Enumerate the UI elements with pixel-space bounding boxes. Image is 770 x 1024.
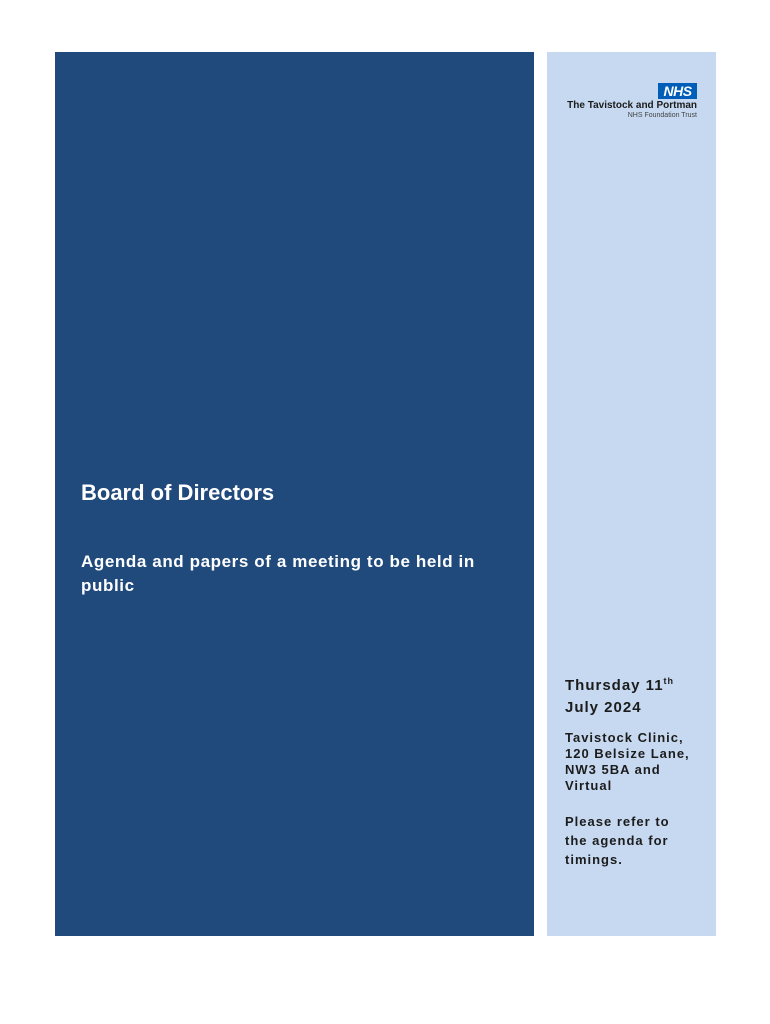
organisation-name: The Tavistock and Portman [567,100,697,111]
cover-right-panel [547,52,716,936]
meeting-date: Thursday 11th July 2024 [565,675,710,719]
nhs-logo: NHS [658,83,697,99]
document-subtitle: Agenda and papers of a meeting to be hel… [81,552,475,595]
location-line: Virtual [565,778,613,793]
meeting-location: Tavistock Clinic, 120 Belsize Lane, NW3 … [565,730,710,794]
meeting-date-line-2: July 2024 [565,699,642,716]
location-line: 120 Belsize Lane, [565,746,690,761]
location-line: Tavistock Clinic, [565,730,684,745]
organisation-subtitle: NHS Foundation Trust [627,112,697,119]
location-line: NW3 5BA and [565,762,661,777]
cover-left-panel [55,52,534,936]
timings-note-line: timings. [565,852,623,867]
timings-note-line: the agenda for [565,833,669,848]
document-title: Board of Directors [81,480,275,505]
timings-note-line: Please refer to [565,814,670,829]
meeting-date-day: Thursday 11 [565,677,664,694]
meeting-date-ordinal: th [663,676,675,686]
meeting-date-line-1: Thursday 11th [565,675,710,697]
timings-note: Please refer to the agenda for timings. [565,812,710,869]
